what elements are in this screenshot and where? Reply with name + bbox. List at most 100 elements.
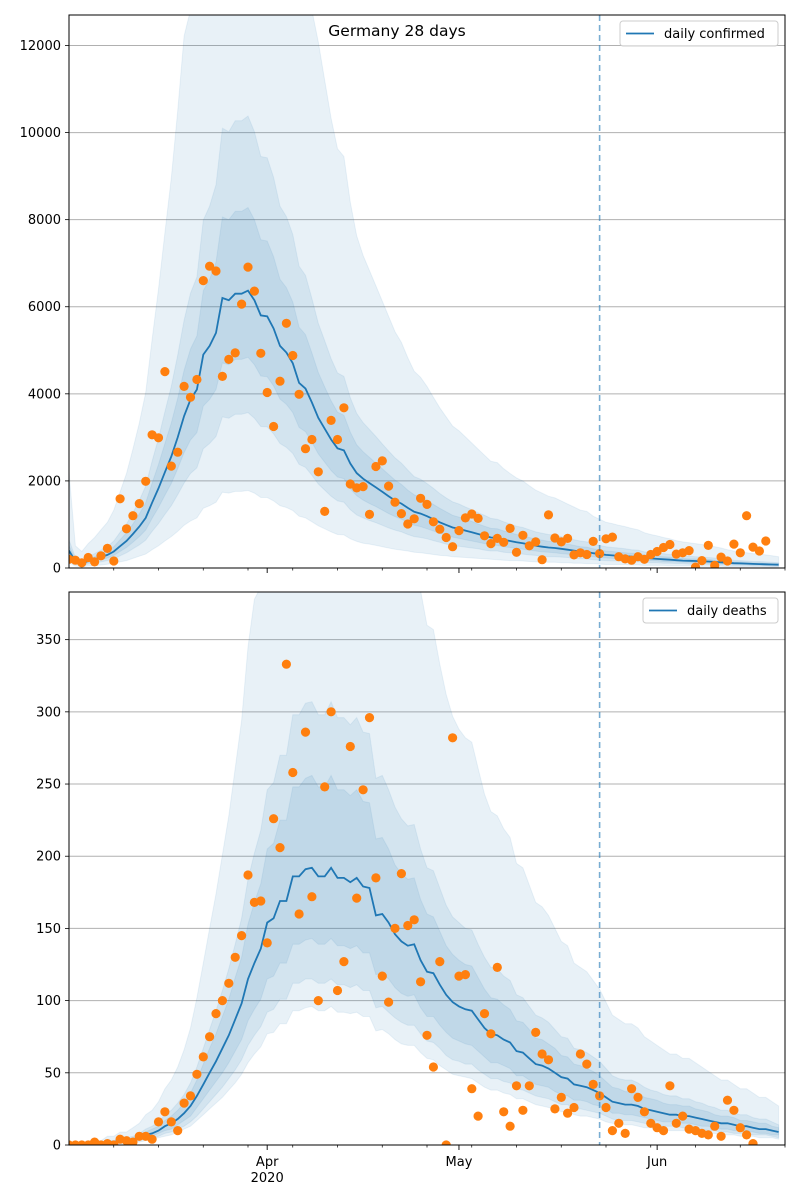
confirmed-observed-point (582, 549, 592, 560)
deaths-observed-point (198, 1052, 208, 1062)
x-tick-label: May (446, 1155, 473, 1170)
confirmed-observed-point (499, 537, 509, 547)
confirmed-observed-point (690, 562, 701, 568)
deaths-observed-point (671, 1118, 681, 1128)
confirmed-observed-point (192, 374, 202, 385)
deaths-observed-point (441, 1140, 451, 1145)
confirmed-bands (69, 15, 780, 568)
confirmed-observed-point (543, 510, 554, 520)
deaths-observed-point (601, 1102, 611, 1113)
deaths-observed-point (109, 1140, 119, 1145)
confirmed-observed-point (754, 546, 765, 556)
confirmed-observed-point (607, 532, 618, 542)
confirmed-observed-point (179, 381, 189, 391)
deaths-observed-point (620, 1128, 630, 1138)
deaths-observed-point (735, 1123, 745, 1133)
y-tick-label: 4000 (28, 387, 61, 402)
confirmed-observed-point (115, 494, 125, 504)
deaths-observed-point (313, 996, 323, 1006)
confirmed-observed-point (416, 493, 426, 503)
deaths-observed-point (134, 1131, 144, 1141)
confirmed-observed-point (249, 286, 259, 296)
confirmed-observed-point (134, 499, 144, 509)
deaths-observed-point (582, 1059, 592, 1069)
deaths-observed-point (128, 1137, 138, 1145)
deaths-observed-point (486, 1029, 496, 1039)
confirmed-observed-point (729, 539, 739, 549)
y-tick-label: 8000 (28, 213, 61, 228)
band-95pct (69, 592, 780, 1145)
confirmed-observed-point (722, 556, 733, 566)
confirmed-observed-point (275, 376, 285, 386)
deaths-observed-point (499, 1107, 509, 1117)
deaths-observed-point (722, 1095, 733, 1105)
y-tick-label: 250 (36, 778, 61, 793)
deaths-observed-point (173, 1126, 183, 1136)
deaths-observed-point (217, 996, 227, 1006)
confirmed-observed-point (697, 556, 707, 566)
confirmed-observed-point (205, 261, 215, 271)
x-tick-label: Jun (646, 1155, 667, 1170)
deaths-observed-point (531, 1027, 541, 1037)
confirmed-observed-point (441, 532, 451, 543)
confirmed-observed-point (511, 547, 522, 557)
confirmed-observed-point (121, 524, 132, 534)
deaths-observed-point (179, 1098, 189, 1108)
deaths-observed-point (390, 923, 400, 934)
deaths-panel: 0 50 100 150 200 250 300 350 daily deaths (36, 591, 786, 1154)
deaths-observed-point (416, 977, 426, 987)
deaths-observed-point (492, 962, 502, 973)
confirmed-observed-point (665, 539, 675, 550)
deaths-observed-point (703, 1130, 713, 1140)
confirmed-observed-point (473, 513, 483, 524)
deaths-observed-point (300, 727, 311, 737)
confirmed-observed-point (537, 555, 547, 565)
deaths-observed-point (742, 1130, 752, 1140)
confirmed-observed-point (237, 299, 247, 309)
confirmed-observed-point (339, 403, 349, 413)
confirmed-median (69, 289, 779, 566)
confirmed-observed-point (128, 511, 138, 521)
deaths-observed-point (556, 1092, 566, 1102)
deaths-observed-point (224, 978, 234, 988)
y-tick-label: 50 (44, 1066, 61, 1081)
confirmed-observed-point (588, 536, 598, 547)
deaths-observed-point (147, 1134, 157, 1144)
confirmed-observed-point (448, 542, 458, 552)
confirmed-observed-point (224, 354, 234, 364)
y-tick-label: 6000 (28, 300, 61, 315)
deaths-observed-point (716, 1131, 726, 1141)
confirmed-median-line (69, 289, 779, 566)
deaths-observed-point (639, 1107, 650, 1117)
confirmed-observed-point (454, 526, 464, 536)
confirmed-observed-point (77, 558, 87, 568)
confirmed-observed-point (396, 508, 406, 519)
deaths-observed-point (511, 1081, 522, 1091)
confirmed-panel: 0 2000 4000 6000 8000 10000 12000 Germany 28 d… (20, 14, 786, 577)
confirmed-observed-point (563, 533, 573, 544)
confirmed-observed-point (288, 350, 298, 361)
deaths-observed-point (409, 915, 419, 925)
confirmed-observed-point (320, 506, 330, 516)
y-tick-label: 2000 (28, 474, 61, 489)
confirmed-observed-point (639, 554, 650, 564)
confirmed-observed-point (102, 543, 112, 554)
deaths-observed-point (281, 659, 291, 669)
confirmed-observed-point (141, 476, 151, 486)
confirmed-observed-point (300, 444, 311, 454)
deaths-observed-point (569, 1102, 579, 1113)
confirmed-observed-point (505, 523, 515, 534)
deaths-observed-point (275, 843, 285, 853)
confirmed-observed-point (428, 517, 438, 527)
confirmed-observed-point (377, 456, 387, 466)
deaths-observed-point (633, 1092, 643, 1102)
confirmed-observed-point (531, 537, 541, 547)
chart-title: Germany 28 days (328, 22, 465, 40)
confirmed-observed-point (384, 481, 394, 491)
deaths-observed-point (518, 1105, 528, 1115)
deaths-observed-point (288, 767, 298, 778)
confirmed-observed-point (422, 499, 432, 509)
confirmed-observed-point (90, 557, 100, 567)
confirmed-observed-point (307, 434, 317, 445)
